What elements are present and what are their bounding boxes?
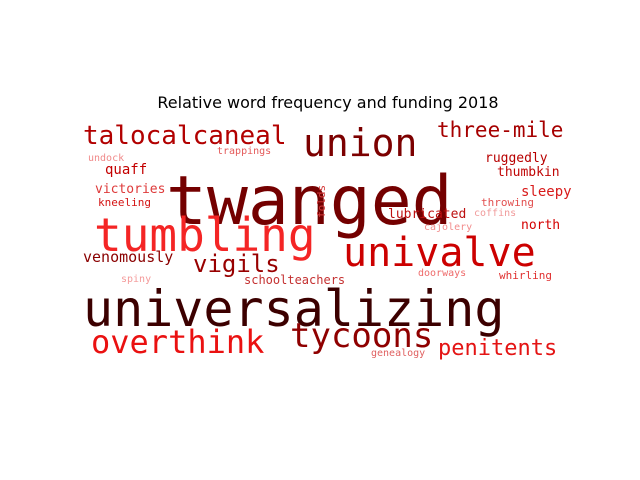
word-lubricated: lubricated bbox=[388, 207, 466, 222]
word-north: north bbox=[521, 218, 560, 233]
word-undock: undock bbox=[88, 153, 124, 164]
word-universalizing: universalizing bbox=[83, 280, 504, 338]
word-quaff: quaff bbox=[105, 162, 147, 178]
word-schoolteachers: schoolteachers bbox=[244, 273, 345, 287]
word-twanged: twanged bbox=[166, 162, 453, 241]
word-ruggedly: ruggedly bbox=[485, 151, 548, 166]
word-whirling: whirling bbox=[499, 269, 552, 282]
word-three-mile: three-mile bbox=[437, 118, 563, 142]
word-penitents: penitents bbox=[438, 336, 557, 361]
chart-title: Relative word frequency and funding 2018 bbox=[157, 93, 499, 112]
word-cajolery: cajolery bbox=[424, 222, 472, 233]
word-victories: victories bbox=[95, 182, 165, 197]
word-overthink: overthink bbox=[91, 323, 264, 361]
word-vigils: vigils bbox=[193, 250, 280, 278]
word-thumbkin: thumbkin bbox=[497, 165, 560, 180]
word-folds: folds bbox=[315, 185, 328, 218]
word-tycoons: tycoons bbox=[290, 316, 433, 356]
word-genealogy: genealogy bbox=[371, 348, 425, 359]
word-throwing: throwing bbox=[481, 196, 534, 209]
word-union: union bbox=[303, 121, 417, 165]
word-trappings: trappings bbox=[217, 146, 271, 157]
word-sleepy: sleepy bbox=[521, 184, 572, 200]
word-spiny: spiny bbox=[121, 274, 151, 285]
word-univalve: univalve bbox=[343, 230, 536, 276]
word-coffins: coffins bbox=[474, 208, 516, 219]
word-kneeling: kneeling bbox=[98, 196, 151, 209]
word-tumbling: tumbling bbox=[94, 208, 316, 262]
word-doorways: doorways bbox=[418, 268, 466, 279]
word-talocalcaneal: talocalcaneal bbox=[83, 121, 287, 151]
word-venomously: venomously bbox=[83, 248, 173, 266]
